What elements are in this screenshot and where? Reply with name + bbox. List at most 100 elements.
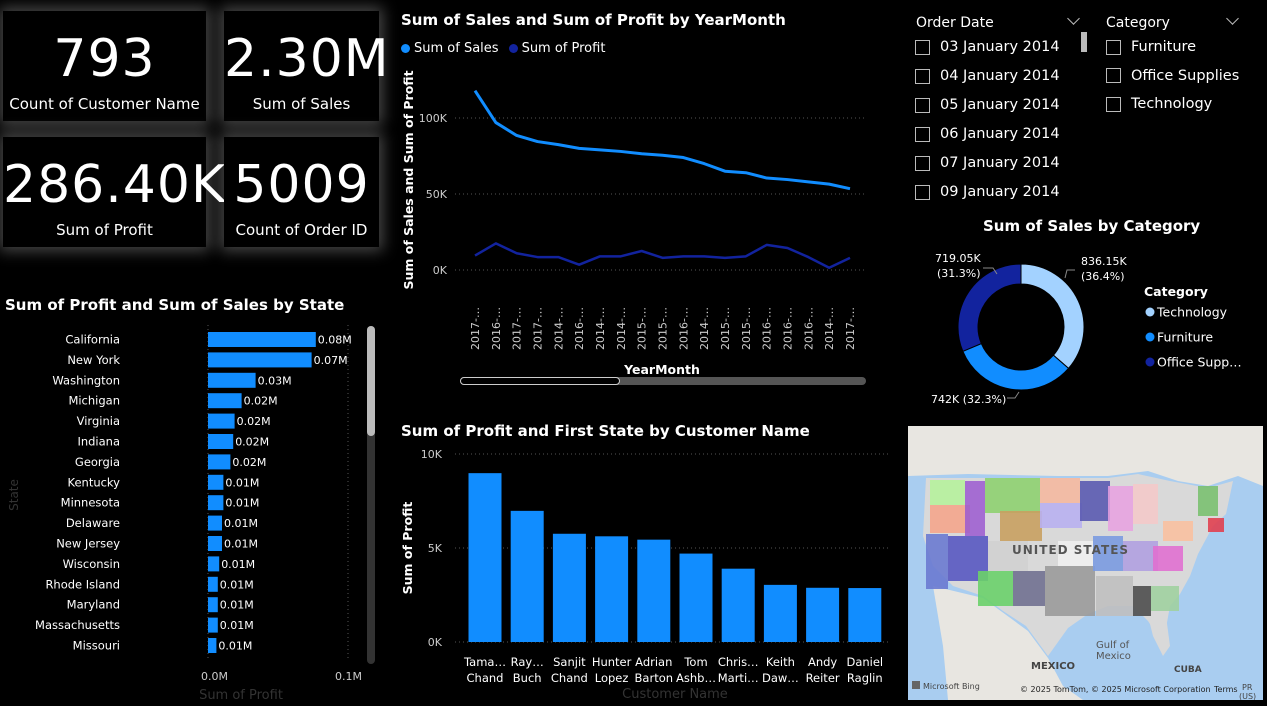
kpi-label: Sum of Profit — [56, 221, 153, 239]
x-tick-label: 2014-… — [552, 307, 565, 350]
chevron-down-icon[interactable] — [1226, 12, 1239, 25]
donut-chart: 836.15K (36.4%) 719.05K (31.3%) 742K (32.3%)… — [931, 252, 1242, 406]
customer-bar — [595, 536, 629, 642]
series-line-sales — [473, 89, 851, 191]
order-date-option[interactable]: 04 January 2014 — [915, 65, 1060, 87]
x-tick-label: 2014-… — [823, 307, 836, 350]
legend-dot — [1145, 307, 1155, 317]
state-bar — [208, 617, 218, 633]
checkbox[interactable] — [915, 184, 930, 200]
state-label: Rhode Island — [45, 577, 120, 591]
us-map[interactable]: UNITED STATES Gulf of Mexico MEXICO CUBA… — [908, 426, 1263, 700]
line-chart-title: Sum of Sales and Sum of Profit by YearMo… — [401, 11, 786, 29]
order-date-option[interactable]: 06 January 2014 — [915, 123, 1060, 145]
x-tick-label: Andy — [808, 655, 837, 669]
state-label: Delaware — [66, 516, 120, 530]
kpi-value: 2.30M — [224, 29, 390, 89]
y-axis-title: Sum of Sales and Sum of Profit — [401, 70, 416, 289]
x-tick-label: 2014-… — [615, 307, 628, 350]
category-option[interactable]: Furniture — [1106, 36, 1196, 58]
y-tick-label: 0K — [428, 636, 443, 649]
state-bar — [208, 597, 218, 613]
state-label: New York — [67, 353, 120, 367]
state-bar — [208, 372, 256, 388]
state-bar — [208, 576, 218, 592]
order-date-option[interactable]: 05 January 2014 — [915, 94, 1060, 116]
category-option[interactable]: Office Supplies — [1106, 65, 1239, 87]
y-tick-label: 0K — [433, 264, 448, 277]
donut-data-label: 836.15K — [1081, 255, 1127, 268]
leader-line — [983, 267, 998, 275]
map-terms-link[interactable]: Terms — [1213, 685, 1238, 694]
checkbox[interactable] — [1106, 39, 1121, 55]
customer-bar — [721, 568, 755, 642]
x-tick-label: 2015-… — [719, 307, 732, 350]
state-label: Missouri — [73, 639, 120, 653]
x-tick-label: Chand — [551, 671, 588, 685]
x-tick-label: 2015-… — [657, 307, 670, 350]
x-tick-label: Lopez — [595, 671, 629, 685]
kpi-value: 793 — [53, 29, 156, 89]
order-date-option-label: 09 January 2014 — [940, 184, 1060, 200]
scrollbar-thumb[interactable] — [367, 326, 375, 436]
state-chart-scrollbar[interactable] — [367, 326, 375, 664]
order-date-option-label: 07 January 2014 — [940, 155, 1060, 171]
y-tick-label: 50K — [426, 188, 448, 201]
chevron-down-icon[interactable] — [1067, 12, 1080, 25]
kpi-card-profit: 286.40K Sum of Profit — [3, 137, 225, 247]
legend-title: Category — [1144, 284, 1208, 299]
state-bar — [208, 332, 316, 347]
x-tick-label: Raglin — [847, 671, 883, 685]
checkbox[interactable] — [1106, 96, 1121, 112]
order-date-option[interactable]: 03 January 2014 — [915, 36, 1060, 58]
state-value-label: 0.01M — [220, 599, 254, 612]
checkbox[interactable] — [915, 39, 930, 55]
customer-bar — [806, 587, 840, 642]
map-mexico-label: MEXICO — [1031, 661, 1075, 672]
category-option-label: Technology — [1131, 96, 1213, 112]
checkbox[interactable] — [915, 155, 930, 171]
category-option-label: Furniture — [1131, 39, 1197, 55]
customer-bar — [510, 510, 544, 642]
order-date-option-label: 03 January 2014 — [940, 39, 1060, 55]
line-chart-scrollbar[interactable] — [460, 377, 866, 385]
x-axis-title: Sum of Profit — [199, 688, 283, 703]
slicer-scrollbar[interactable] — [1081, 32, 1087, 52]
map-gulf-label-2: Mexico — [1096, 651, 1131, 662]
state-value-label: 0.01M — [220, 619, 254, 632]
checkbox[interactable] — [915, 68, 930, 84]
legend-label: Technology — [1156, 305, 1228, 320]
y-tick-label: 100K — [419, 112, 448, 125]
legend-label-profit: Sum of Profit — [521, 41, 606, 56]
state-label: New Jersey — [56, 537, 120, 551]
series-line-profit — [474, 242, 851, 269]
legend-label-sales: Sum of Sales — [414, 41, 499, 56]
x-tick-label: 2016-… — [490, 307, 503, 350]
checkbox[interactable] — [915, 126, 930, 142]
state-bar-chart: California 0.08M New York 0.07M Washington 0.… — [7, 325, 362, 703]
kpi-label: Sum of Sales — [252, 95, 351, 113]
order-date-option-label: 05 January 2014 — [940, 97, 1060, 113]
state-bar — [208, 352, 312, 368]
state-bar — [208, 515, 222, 531]
state-bar — [208, 413, 235, 429]
scrollbar-thumb[interactable] — [460, 377, 620, 385]
order-date-option[interactable]: 07 January 2014 — [915, 152, 1060, 174]
checkbox[interactable] — [915, 97, 930, 113]
order-date-option[interactable]: 09 January 2014 — [915, 181, 1060, 203]
x-tick-label: 2017-… — [844, 307, 857, 350]
x-tick-label: 2015-… — [636, 307, 649, 350]
customer-bar — [637, 539, 671, 642]
x-tick-label: Daniel — [846, 655, 883, 669]
x-tick-label: 0.0M — [201, 670, 228, 683]
checkbox[interactable] — [1106, 68, 1121, 83]
x-axis-title: YearMonth — [623, 362, 700, 377]
state-value-label: 0.01M — [220, 578, 254, 591]
state-bar — [208, 393, 242, 409]
x-tick-label: Barton — [635, 671, 674, 685]
donut-slice — [1020, 263, 1085, 370]
donut-slice — [962, 342, 1070, 391]
category-option[interactable]: Technology — [1106, 93, 1212, 115]
x-tick-label: 2016-… — [677, 307, 690, 350]
x-tick-label: 2017-… — [469, 307, 482, 350]
